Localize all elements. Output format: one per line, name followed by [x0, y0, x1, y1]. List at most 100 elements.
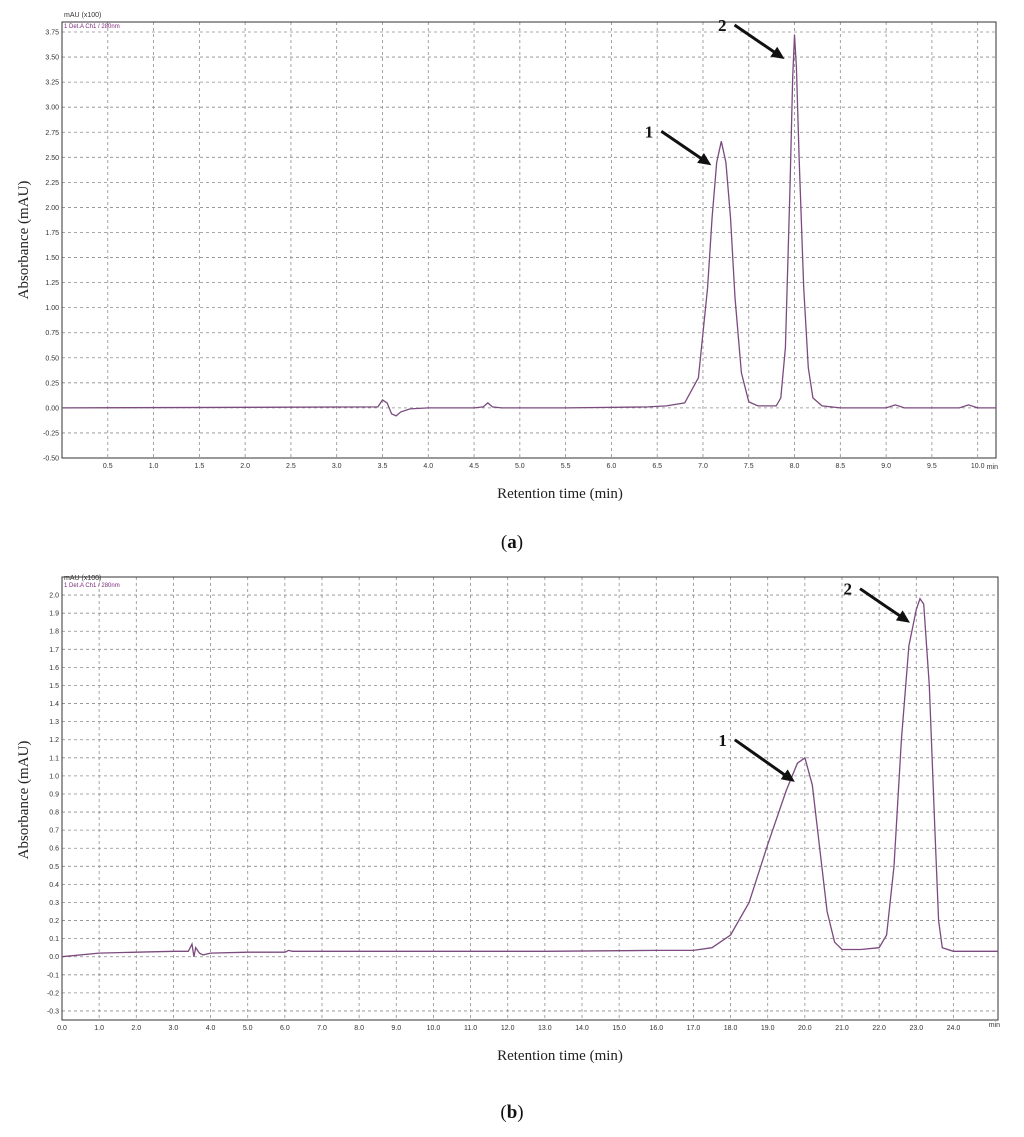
x-tick-label: 3.0 [332, 463, 342, 470]
x-tick-label: 7.0 [317, 1025, 327, 1032]
x-tick-label: 2.0 [131, 1025, 141, 1032]
x-tick-label: 11.0 [464, 1025, 477, 1032]
y-tick-label: 3.50 [45, 55, 59, 62]
chromatogram-trace [61, 34, 996, 417]
y-tick-label: -0.2 [47, 990, 59, 997]
x-tick-label: 4.5 [469, 463, 479, 470]
y-tick-label: 0.3 [49, 900, 59, 907]
x-tick-label: 12.0 [501, 1025, 515, 1032]
y-tick-label: -0.3 [47, 1008, 59, 1015]
y-tick-label: 0.9 [49, 791, 59, 798]
y-tick-label: 0.1 [49, 936, 59, 943]
y-tick-label: -0.50 [43, 456, 59, 463]
y-tick-label: 1.6 [49, 665, 59, 672]
y-tick-label: 1.00 [45, 305, 59, 312]
legend-entry: 1 Det.A Ch1 / 280nm [64, 24, 120, 30]
x-tick-labels: 0.5 1.0 1.5 2.0 2.5 3.0 3.5 4.0 4.5 5.0 5.5 6.0 6.5 7… [103, 463, 985, 470]
x-tick-label: 7.5 [744, 463, 754, 470]
y-tick-label: 0.7 [49, 828, 59, 835]
x-tick-label: 15.0 [612, 1025, 626, 1032]
y-tick-label: 3.75 [45, 30, 59, 37]
chromatogram-trace [61, 597, 998, 958]
x-tick-label: 0.5 [103, 463, 113, 470]
x-tick-label: 20.0 [798, 1025, 812, 1032]
x-tick-label: 4.0 [423, 463, 433, 470]
x-tick-label: 18.0 [724, 1025, 738, 1032]
grid-lines [61, 577, 998, 1020]
y-tick-label: 1.50 [45, 255, 59, 262]
x-tick-labels: 0.0 1.0 2.0 3.0 4.0 5.0 6.0 7.0 8.0 9.0 10.0 11.0 12… [57, 1025, 960, 1032]
y-tick-labels: -0.3 -0.2 -0.1 0.0 0.1 0.2 0.3 0.4 0.5 0.6 0.7 0.8 0… [47, 593, 59, 1016]
y-tick-label: 1.2 [49, 737, 59, 744]
x-tick-label: 13.0 [538, 1025, 552, 1032]
plot-frame [61, 576, 999, 1021]
y-tick-label: 0.8 [49, 810, 59, 817]
peak-arrow-line [660, 130, 707, 163]
y-tick-label: -0.1 [47, 972, 59, 979]
panel-caption-a: (a) [501, 532, 523, 553]
peak-arrow-line [733, 23, 780, 57]
x-tick-label: 6.5 [652, 463, 662, 470]
x-unit-label: min [987, 464, 998, 471]
x-tick-label: 1.0 [94, 1025, 104, 1032]
x-tick-label: 14.0 [575, 1025, 589, 1032]
peak-label-1: 1 [718, 731, 727, 750]
panel-caption-b: (b) [500, 1102, 523, 1123]
x-tick-label: 10.0 [427, 1025, 441, 1032]
x-tick-label: 7.0 [698, 463, 708, 470]
x-tick-label: 21.0 [835, 1025, 849, 1032]
peak-arrow-line [733, 738, 790, 780]
x-tick-label: 6.0 [280, 1025, 290, 1032]
y-tick-label: 0.4 [49, 882, 59, 889]
x-tick-label: 3.5 [378, 463, 388, 470]
y-unit-label: mAU (x100) [64, 12, 101, 19]
peak-arrow-head [770, 46, 785, 60]
x-tick-label: 17.0 [687, 1025, 701, 1032]
chart-panel-b: -0.3 -0.2 -0.1 0.0 0.1 0.2 0.3 0.4 0.5 0.6 0.7 0.8 0… [16, 575, 1000, 1123]
y-tick-label: 1.8 [49, 629, 59, 636]
x-tick-label: 3.0 [169, 1025, 179, 1032]
y-tick-labels: -0.50 -0.25 0.00 0.25 0.50 0.75 1.00 1.25 1.50 1.… [43, 30, 59, 463]
grid-lines [62, 22, 996, 459]
y-tick-label: 0.5 [49, 864, 59, 871]
y-tick-label: 1.9 [49, 611, 59, 618]
chart-panel-a: -0.50 -0.25 0.00 0.25 0.50 0.75 1.00 1.25 1.50 1.… [16, 12, 998, 553]
peak-arrow-head [780, 769, 795, 782]
x-tick-label: 5.0 [515, 463, 525, 470]
y-tick-label: 1.75 [45, 230, 59, 237]
y-axis-title: Absorbance (mAU) [16, 181, 32, 300]
peak-arrow-line [859, 587, 905, 620]
y-tick-label: 0.6 [49, 846, 59, 853]
x-axis-title: Retention time (min) [497, 486, 623, 502]
y-tick-label: 0.2 [49, 918, 59, 925]
x-tick-label: 16.0 [649, 1025, 663, 1032]
x-tick-label: 1.0 [149, 463, 159, 470]
x-axis-title: Retention time (min) [497, 1048, 623, 1064]
peak-label-2: 2 [718, 16, 727, 35]
y-tick-label: 1.0 [49, 773, 59, 780]
x-tick-label: 4.0 [206, 1025, 216, 1032]
y-tick-label: -0.25 [43, 430, 59, 437]
y-tick-label: 2.0 [49, 593, 59, 600]
x-tick-label: 8.0 [354, 1025, 364, 1032]
y-tick-label: 2.50 [45, 155, 59, 162]
x-tick-label: 0.0 [57, 1025, 67, 1032]
y-tick-label: 0.50 [45, 355, 59, 362]
y-tick-label: 3.25 [45, 80, 59, 87]
y-tick-label: 0.00 [45, 405, 59, 412]
x-tick-label: 5.0 [243, 1025, 253, 1032]
peak-arrow-head [895, 610, 910, 623]
x-tick-label: 23.0 [909, 1025, 923, 1032]
peak-label-1: 1 [645, 122, 654, 141]
plot-frame [61, 21, 997, 459]
peak-label-2: 2 [844, 580, 853, 599]
x-tick-label: 19.0 [761, 1025, 775, 1032]
x-tick-label: 8.5 [835, 463, 845, 470]
x-tick-label: 5.5 [561, 463, 571, 470]
y-unit-label: mAU (x100) [64, 575, 101, 582]
x-tick-label: 8.0 [790, 463, 800, 470]
y-tick-label: 0.0 [49, 954, 59, 961]
y-tick-label: 1.5 [49, 683, 59, 690]
peak-labels: 12 [718, 580, 910, 782]
